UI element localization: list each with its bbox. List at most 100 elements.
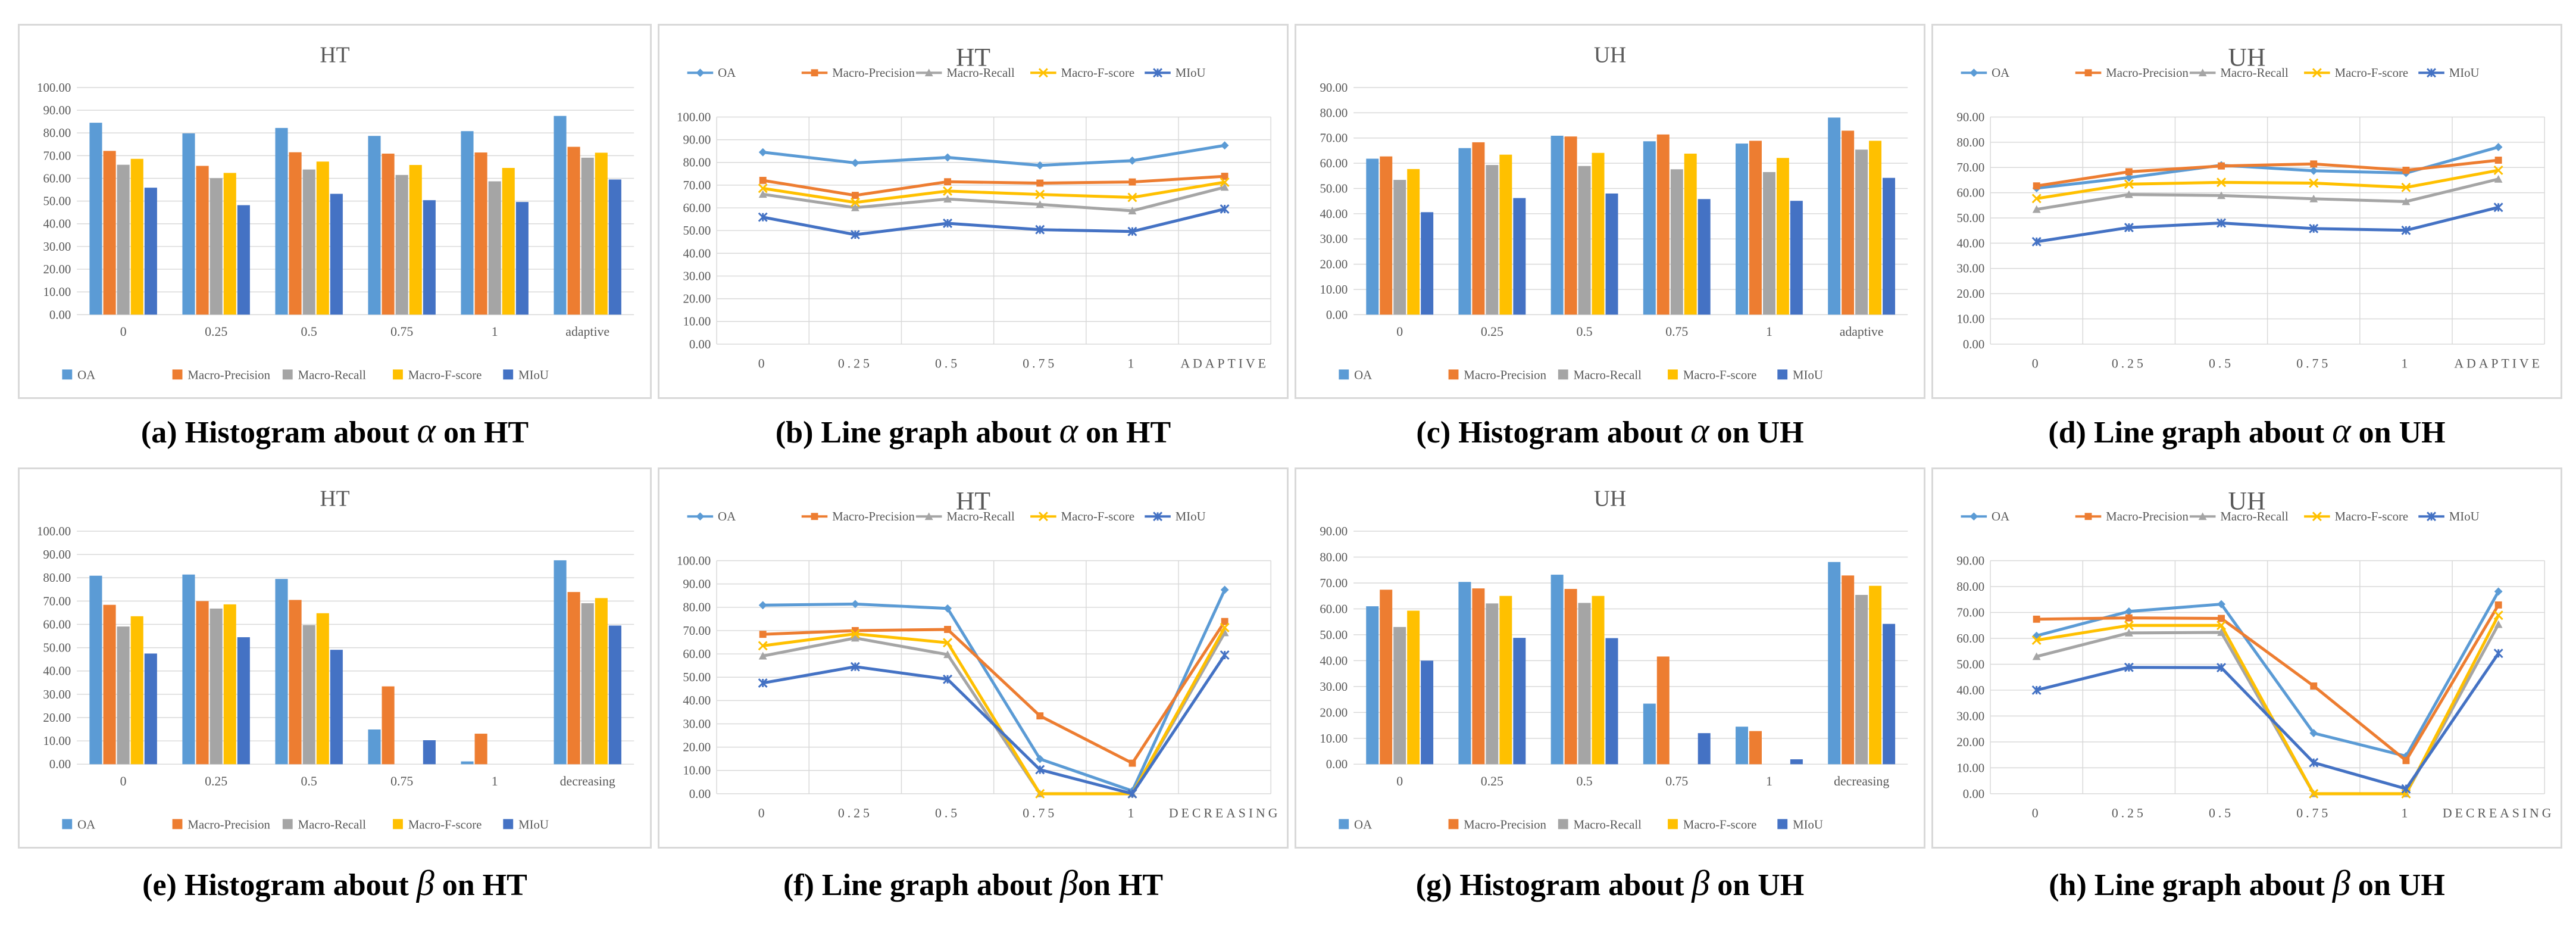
chart-h-point-macro-recall bbox=[2032, 652, 2041, 660]
chart-h-ytick-label: 80.00 bbox=[1956, 580, 1984, 594]
chart-f-ytick-label: 60.00 bbox=[683, 647, 711, 661]
chart-c-bar-macro-precision bbox=[1564, 136, 1577, 315]
chart-b-point-macro-precision bbox=[851, 192, 859, 199]
chart-d-ytick-label: 40.00 bbox=[1956, 236, 1984, 250]
chart-b-point-macro-recall bbox=[851, 203, 859, 211]
caption-d-symbol: α bbox=[2332, 411, 2351, 450]
chart-e-ytick-label: 70.00 bbox=[43, 594, 71, 608]
chart-d-legend-marker-oa bbox=[1969, 68, 1978, 77]
chart-a-ytick-label: 50.00 bbox=[43, 195, 71, 208]
chart-e-legend-label-macro-recall: Macro-Recall bbox=[298, 818, 367, 831]
chart-e-xtick-label: 0 bbox=[120, 774, 127, 788]
chart-g-ytick-label: 90.00 bbox=[1320, 525, 1348, 538]
chart-d-ytick-label: 80.00 bbox=[1956, 136, 1984, 149]
chart-h-point-miou bbox=[2031, 685, 2042, 695]
chart-e-legend-swatch-macro-f-score bbox=[393, 819, 403, 830]
chart-g-legend-swatch-miou bbox=[1777, 819, 1788, 830]
chart-c-bar-macro-f-score bbox=[1499, 154, 1512, 315]
chart-d-point-macro-recall bbox=[2494, 174, 2503, 183]
chart-d-legend-marker-macro-precision bbox=[2084, 69, 2092, 77]
chart-a-legend-swatch-macro-f-score bbox=[393, 369, 403, 380]
chart-a-ytick-label: 0.00 bbox=[49, 308, 71, 322]
chart-b-legend-label-macro-precision: Macro-Precision bbox=[832, 66, 915, 80]
chart-a-bar-macro-precision bbox=[382, 153, 395, 315]
chart-h-legend-label-macro-recall: Macro-Recall bbox=[2220, 510, 2289, 523]
chart-f-legend-marker-macro-precision bbox=[811, 513, 818, 520]
chart-d-legend-marker-macro-recall bbox=[2198, 68, 2207, 77]
chart-a-legend-swatch-macro-precision bbox=[172, 369, 183, 380]
chart-b-ytick-label: 30.00 bbox=[683, 269, 711, 283]
chart-a-bar-macro-recall bbox=[210, 178, 223, 315]
chart-b-ytick-label: 20.00 bbox=[683, 292, 711, 306]
chart-g-bar-macro-recall bbox=[1578, 603, 1591, 765]
chart-b-ytick-label: 10.00 bbox=[683, 315, 711, 329]
chart-e-legend-swatch-macro-recall bbox=[282, 819, 293, 830]
chart-f-point-miou bbox=[1035, 765, 1045, 775]
chart-e-xtick-label: 1 bbox=[492, 774, 498, 788]
chart-g-bar-miou bbox=[1513, 638, 1526, 765]
chart-a-legend-label-oa: OA bbox=[77, 368, 95, 382]
chart-b-point-oa bbox=[1220, 141, 1229, 150]
chart-h-point-macro-precision bbox=[2494, 601, 2502, 609]
chart-e-bar-macro-f-score bbox=[223, 604, 236, 765]
chart-a-bar-oa bbox=[368, 136, 381, 315]
chart-f-point-macro-precision bbox=[1221, 618, 1228, 625]
chart-g-bar-miou bbox=[1697, 733, 1711, 765]
caption-h-post: on UH bbox=[2350, 868, 2445, 902]
chart-b-line-macro-f-score bbox=[762, 180, 1226, 204]
chart-h-xtick-label: 0.75 bbox=[2296, 806, 2331, 820]
chart-h-point-miou bbox=[2309, 757, 2319, 768]
chart-d-line-macro-precision bbox=[2036, 158, 2499, 188]
chart-e-bar-oa bbox=[275, 579, 288, 765]
chart-d-point-macro-f-score bbox=[2493, 165, 2503, 175]
chart-e-legend-label-miou: MIoU bbox=[518, 818, 549, 831]
chart-d-xtick-label: 1 bbox=[2402, 356, 2411, 370]
chart-d-xtick-label: 0.75 bbox=[2296, 356, 2331, 370]
chart-f-point-macro-f-score bbox=[1220, 622, 1230, 632]
chart-b-point-macro-f-score bbox=[1220, 177, 1230, 187]
chart-f-ytick-label: 100.00 bbox=[677, 554, 711, 568]
chart-h-xtick-label: 0 bbox=[2032, 806, 2042, 820]
chart-c-xtick-label: 0.75 bbox=[1665, 325, 1688, 339]
chart-g-bar-macro-f-score bbox=[1869, 585, 1882, 765]
chart-f-ytick-label: 80.00 bbox=[683, 601, 711, 615]
chart-d-point-macro-precision bbox=[2310, 160, 2318, 168]
chart-e-bar-macro-f-score bbox=[316, 613, 329, 765]
chart-d-point-macro-f-score bbox=[2031, 194, 2042, 204]
chart-c-ytick-label: 80.00 bbox=[1320, 106, 1348, 120]
chart-a-legend-label-macro-recall: Macro-Recall bbox=[298, 368, 367, 382]
chart-b-line-macro-precision bbox=[762, 174, 1225, 197]
chart-d-title: UH bbox=[2228, 43, 2266, 71]
chart-h-legend-marker-macro-f-score bbox=[2312, 512, 2322, 522]
chart-c-ytick-label: 20.00 bbox=[1320, 258, 1348, 272]
chart-c-legend-swatch-macro-f-score bbox=[1668, 369, 1678, 380]
chart-a-bar-macro-recall bbox=[488, 181, 501, 315]
chart-d-point-macro-f-score bbox=[2309, 178, 2319, 188]
caption-f: (f) Line graph about βon HT bbox=[658, 862, 1289, 904]
chart-g-bar-oa bbox=[1736, 727, 1749, 765]
chart-c-svg: UH 0.00 10.00 20.00 30.00 40.00 50.00 60.00 70.0… bbox=[1320, 42, 1908, 382]
chart-c-ytick-label: 60.00 bbox=[1320, 157, 1348, 170]
chart-d-point-macro-recall bbox=[2217, 191, 2226, 199]
chart-e-title: HT bbox=[320, 486, 349, 511]
chart-a-bar-macro-recall bbox=[117, 164, 130, 315]
chart-c-bar-oa bbox=[1366, 158, 1379, 315]
chart-c-bar-macro-recall bbox=[1393, 180, 1406, 315]
chart-f-legend-marker-oa bbox=[696, 512, 705, 521]
chart-f-xtick-label: 0 bbox=[758, 806, 768, 820]
chart-h-ytick-label: 50.00 bbox=[1956, 657, 1984, 671]
chart-b-point-macro-precision bbox=[944, 178, 952, 186]
chart-b-legend-marker-macro-f-score bbox=[1038, 68, 1048, 78]
chart-h-legend-label-oa: OA bbox=[1992, 510, 2009, 523]
chart-f-xtick-label: 0.25 bbox=[838, 806, 873, 820]
chart-d-ytick-label: 0.00 bbox=[1963, 338, 1984, 351]
chart-g-legend-swatch-oa bbox=[1339, 819, 1349, 830]
caption-g-symbol: β bbox=[1692, 863, 1710, 903]
chart-h-point-oa bbox=[2309, 729, 2318, 738]
chart-f-point-macro-precision bbox=[1036, 712, 1044, 720]
chart-b-point-macro-recall bbox=[1128, 207, 1137, 214]
chart-g-xtick-label: 0.25 bbox=[1481, 774, 1503, 788]
chart-a-legend-label-macro-f-score: Macro-F-score bbox=[408, 368, 482, 382]
chart-a-bar-macro-precision bbox=[567, 146, 580, 315]
chart-g-bar-macro-precision bbox=[1472, 588, 1485, 765]
